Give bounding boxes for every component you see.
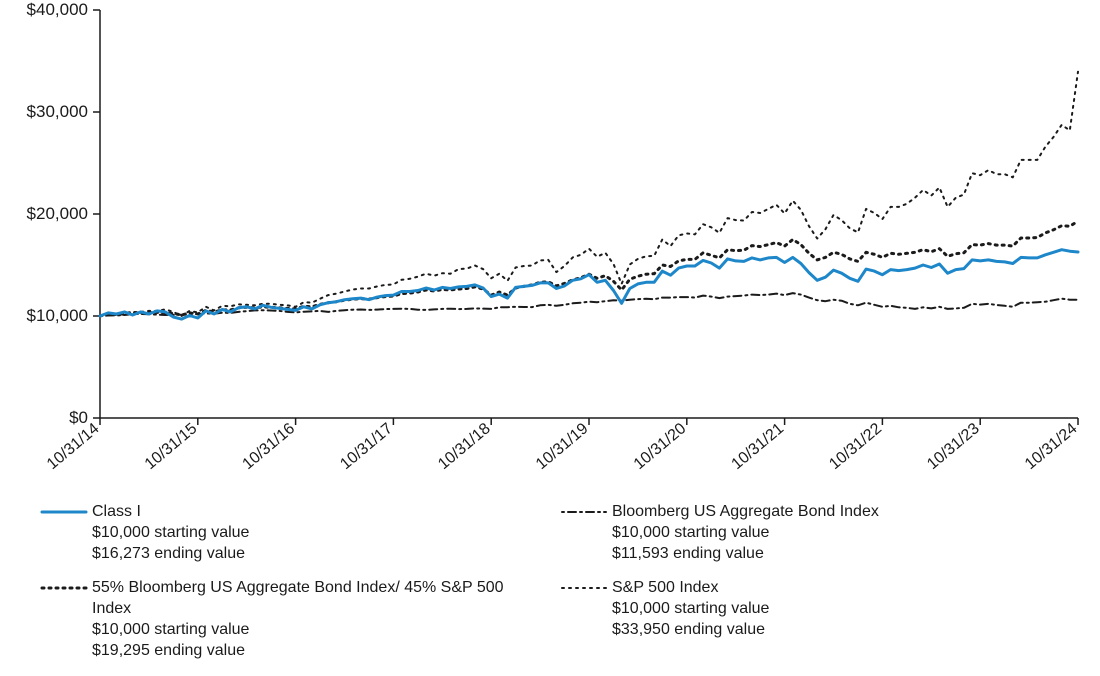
- legend-text: Class I$10,000 starting value$16,273 end…: [92, 502, 540, 564]
- legend-text: Bloomberg US Aggregate Bond Index$10,000…: [612, 502, 1060, 564]
- y-tick-label: $10,000: [27, 306, 88, 325]
- legend-swatch: [40, 578, 92, 598]
- legend-name: S&P 500 Index: [612, 578, 1060, 599]
- series-sp500: [100, 72, 1078, 316]
- x-tick-label: 10/31/15: [142, 420, 201, 473]
- y-tick-label: $0: [69, 408, 88, 427]
- x-tick-label: 10/31/21: [729, 420, 788, 473]
- x-tick-label: 10/31/19: [533, 420, 592, 473]
- legend-item-class_i: Class I$10,000 starting value$16,273 end…: [40, 502, 540, 564]
- legend-name: Class I: [92, 502, 540, 523]
- chart-svg: $0 $10,000 $20,000 $30,000 $40,000 10/31/14 10…: [0, 0, 1100, 500]
- legend-end-value: $33,950 ending value: [612, 620, 1060, 641]
- y-tick-label: $40,000: [27, 0, 88, 19]
- legend-text: 55% Bloomberg US Aggregate Bond Index/ 4…: [92, 578, 540, 661]
- x-tick-label: 10/31/23: [924, 420, 983, 473]
- x-tick-label: 10/31/24: [1022, 420, 1081, 473]
- growth-chart: $0 $10,000 $20,000 $30,000 $40,000 10/31/14 10…: [0, 0, 1100, 676]
- x-tick-label: 10/31/22: [826, 420, 885, 473]
- x-tick-label: 10/31/14: [44, 420, 103, 473]
- x-tick-label: 10/31/20: [631, 420, 690, 473]
- legend-item-blend_55_45: 55% Bloomberg US Aggregate Bond Index/ 4…: [40, 578, 540, 661]
- x-tick-label: 10/31/17: [337, 420, 396, 473]
- legend-name: 55% Bloomberg US Aggregate Bond Index/ 4…: [92, 578, 540, 620]
- legend-end-value: $11,593 ending value: [612, 544, 1060, 565]
- y-tick-label: $30,000: [27, 102, 88, 121]
- legend-swatch: [560, 578, 612, 598]
- legend-start-value: $10,000 starting value: [92, 620, 540, 641]
- x-tick-label: 10/31/16: [240, 420, 299, 473]
- legend-name: Bloomberg US Aggregate Bond Index: [612, 502, 1060, 523]
- legend-start-value: $10,000 starting value: [612, 599, 1060, 620]
- legend-swatch: [40, 502, 92, 522]
- y-tick-label: $20,000: [27, 204, 88, 223]
- legend: Class I$10,000 starting value$16,273 end…: [40, 502, 1060, 662]
- legend-start-value: $10,000 starting value: [612, 523, 1060, 544]
- legend-text: S&P 500 Index$10,000 starting value$33,9…: [612, 578, 1060, 640]
- legend-end-value: $16,273 ending value: [92, 544, 540, 565]
- x-tick-label: 10/31/18: [435, 420, 494, 473]
- legend-swatch: [560, 502, 612, 522]
- legend-start-value: $10,000 starting value: [92, 523, 540, 544]
- legend-end-value: $19,295 ending value: [92, 641, 540, 662]
- legend-item-agg_bond: Bloomberg US Aggregate Bond Index$10,000…: [560, 502, 1060, 564]
- legend-item-sp500: S&P 500 Index$10,000 starting value$33,9…: [560, 578, 1060, 661]
